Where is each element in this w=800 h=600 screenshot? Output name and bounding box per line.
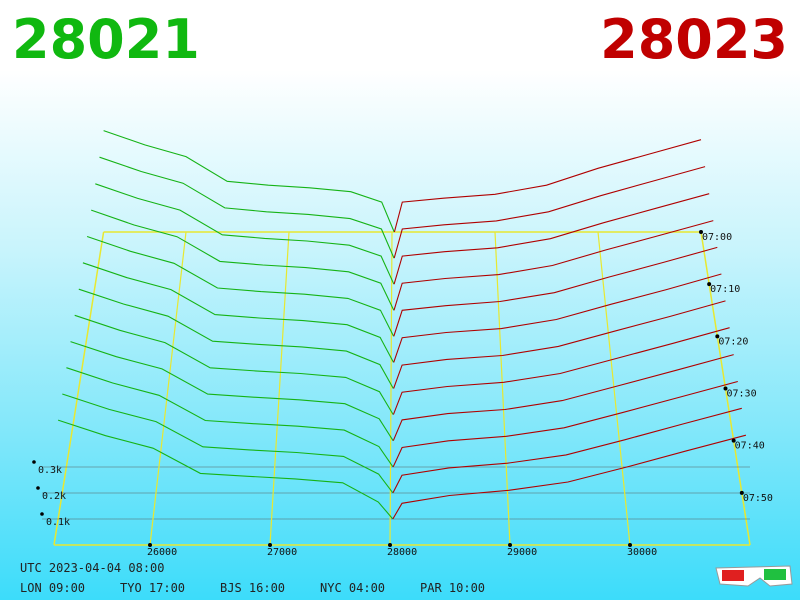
city-clock: PAR 10:00 [420,581,485,595]
time-tick-dot [707,282,712,287]
time-tick-label: 07:10 [710,284,740,295]
ask-curve [392,434,747,520]
ask-price: 28023 [600,8,788,71]
ask-curve [392,354,734,441]
bid-price: 28021 [12,8,200,71]
bid-curve [91,209,395,311]
x-tick-label: 30000 [627,547,657,558]
depth-tick-dot [36,486,40,490]
time-tick-label: 07:30 [727,389,757,400]
price-grid-line [597,231,631,546]
price-grid-line [149,231,187,546]
labels: 0.1k 0.2k 0.3k 26000 27000 28000 29000 30000 07:… [20,230,773,595]
ask-curve [393,166,706,259]
depth-curves [57,130,747,520]
ask-curve [392,407,742,494]
city-clock: TYO 17:00 [120,581,185,595]
ask-curve [393,139,702,233]
price-tick-dot [628,543,632,547]
price-grid-line [269,231,290,546]
depth-tick-label: 0.2k [42,491,66,502]
bid-curve [86,235,395,337]
time-tick-label: 07:00 [702,232,732,243]
utc-time: UTC 2023-04-04 08:00 [20,561,165,575]
time-tick-dot [715,334,720,339]
price-tick-dot [388,543,392,547]
ask-curve [393,193,710,285]
ask-curve [393,220,714,311]
depth-tick-label: 0.3k [38,465,62,476]
time-tick-dot [699,230,703,234]
bid-curve [66,367,394,468]
depth-tick-label: 0.1k [46,517,70,528]
bid-curve [99,156,395,259]
bid-curve [74,314,394,415]
x-tick-label: 26000 [147,547,177,558]
time-tick-label: 07:20 [718,336,748,347]
depth-tick-dot [32,460,36,464]
x-tick-label: 28000 [387,547,417,558]
floor [42,231,751,546]
bid-curve [70,341,394,441]
time-tick-dot [731,438,736,443]
ask-curve [392,327,730,415]
time-tick-label: 07:40 [735,441,765,452]
x-tick-label: 29000 [507,547,537,558]
time-tick-dot [739,490,744,495]
city-clock: LON 09:00 [20,581,85,595]
x-tick-label: 27000 [267,547,297,558]
depth-tick-dot [40,512,44,516]
glasses-icon [715,565,793,587]
bid-curve [62,393,394,494]
price-grid-line [389,231,393,546]
time-tick-dot [723,386,728,391]
city-clock: BJS 16:00 [220,581,285,595]
price-grid-line [494,231,511,546]
city-clock: NYC 04:00 [320,581,385,595]
ask-curve [393,246,718,337]
price-tick-dot [508,543,512,547]
bid-curve [95,183,395,285]
time-tick-label: 07:50 [743,493,773,504]
ask-curve [393,273,722,363]
ask-curve [393,300,726,389]
bid-curve [78,288,394,389]
bid-curve [103,130,395,233]
price-tick-dot [268,543,272,547]
ask-curve [392,380,738,468]
bid-curve [82,262,394,363]
price-tick-dot [148,543,152,547]
bid-curve [57,419,394,520]
